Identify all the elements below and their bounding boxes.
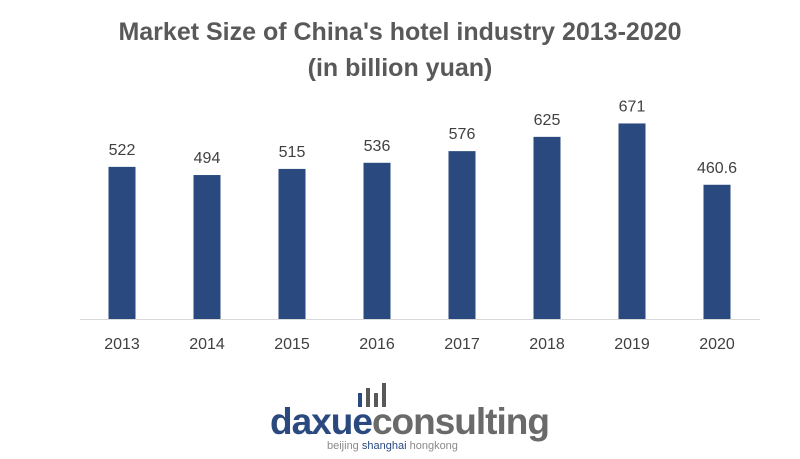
x-tick-label-2013: 2013 [104, 336, 140, 353]
x-tick-label-2016: 2016 [359, 336, 395, 353]
bar-2014 [193, 175, 221, 319]
x-tick-label-2014: 2014 [189, 336, 225, 353]
logo-tagline-shanghai: shanghai [361, 440, 407, 452]
bar-2017 [448, 151, 476, 319]
logo-text-daxue: daxue [270, 401, 373, 442]
data-label-2018: 625 [534, 112, 561, 129]
logo-bars-icon [358, 383, 386, 407]
bar-2015 [278, 168, 306, 319]
data-label-2015: 515 [279, 144, 306, 161]
data-label-2014: 494 [194, 150, 221, 167]
bar-2020 [703, 184, 731, 319]
logo-tagline-hongkong: hongkong [409, 440, 458, 452]
bar-2013 [108, 166, 136, 319]
data-label-2017: 576 [449, 126, 476, 143]
logo-tagline-beijing: beijing [327, 440, 359, 452]
chart-subtitle: (in billion yuan) [307, 54, 493, 82]
x-tick-label-2020: 2020 [699, 336, 735, 353]
chart-title: Market Size of China's hotel industry 20… [118, 18, 682, 46]
x-tick-label-2015: 2015 [274, 336, 310, 353]
data-label-2016: 536 [364, 138, 391, 155]
logo-text-consulting: consulting [371, 401, 550, 442]
bar-2016 [363, 162, 391, 319]
data-label-2013: 522 [109, 142, 136, 159]
x-tick-label-2017: 2017 [444, 336, 480, 353]
bar-2019 [618, 123, 646, 319]
data-label-2019: 671 [619, 98, 646, 115]
data-label-2020: 460.6 [697, 160, 737, 177]
x-tick-label-2018: 2018 [529, 336, 565, 353]
bar-2018 [533, 136, 561, 319]
x-tick-label-2019: 2019 [614, 336, 650, 353]
bar-chart: 522 2013 494 2014 515 2015 536 2016 576 2017 625 20… [80, 98, 760, 353]
